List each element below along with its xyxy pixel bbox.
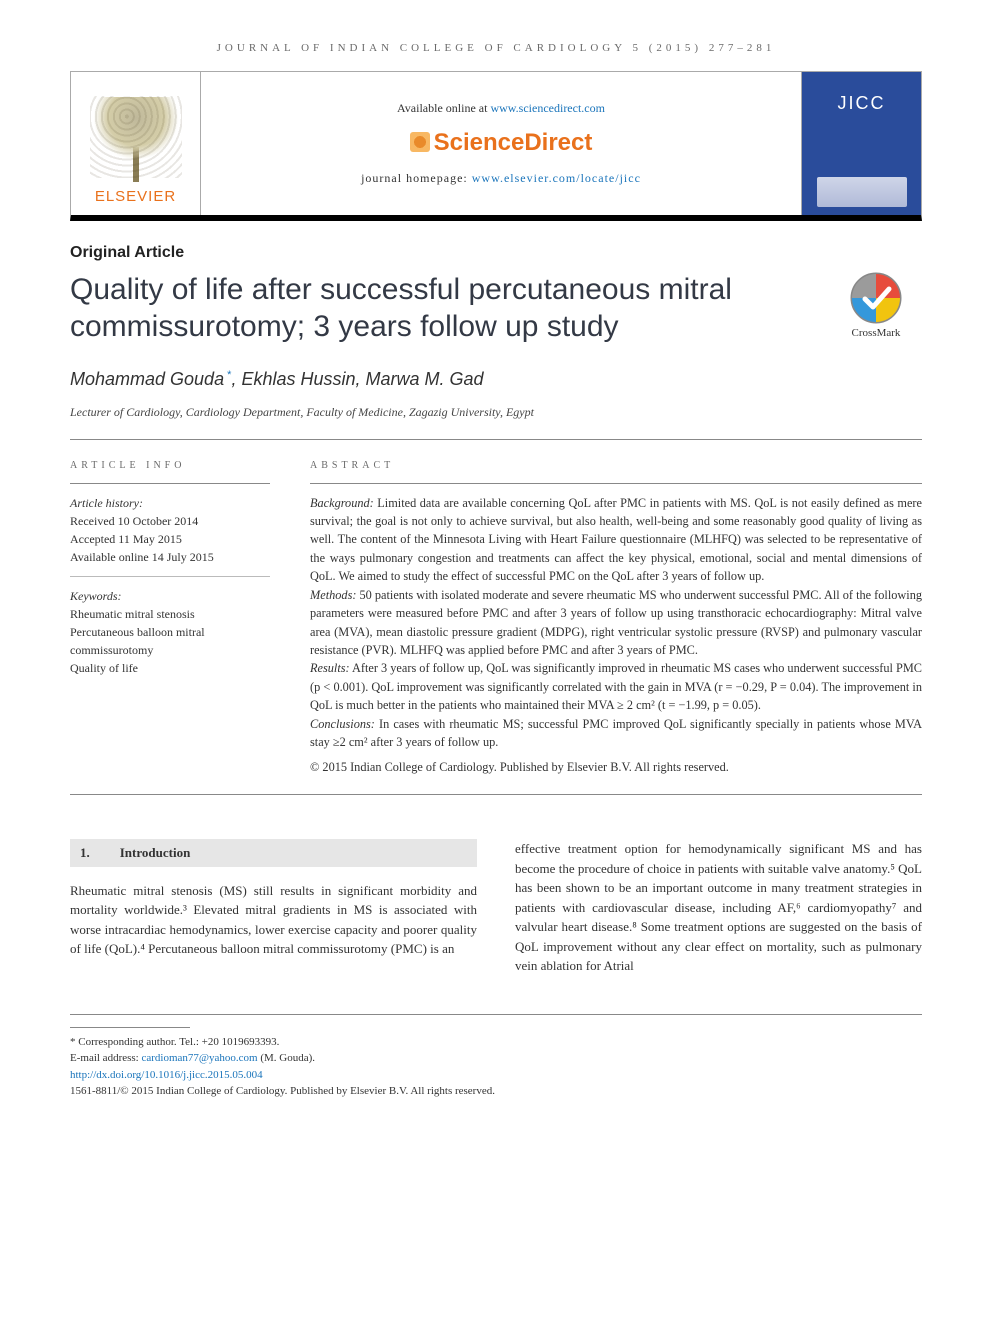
body-paragraph: Rheumatic mitral stenosis (MS) still res… bbox=[70, 881, 477, 959]
section-title: Introduction bbox=[120, 843, 191, 863]
article-history-block: Article history: Received 10 October 201… bbox=[70, 494, 270, 677]
author-1: Mohammad Gouda bbox=[70, 369, 224, 389]
crossmark-icon bbox=[849, 271, 903, 325]
divider bbox=[310, 483, 922, 484]
journal-cover-thumb: JICC bbox=[801, 72, 921, 215]
crossmark-button[interactable]: CrossMark bbox=[830, 271, 922, 342]
article-type: Original Article bbox=[70, 241, 922, 265]
keyword-item: Rheumatic mitral stenosis bbox=[70, 605, 270, 623]
sciencedirect-url-link[interactable]: www.sciencedirect.com bbox=[490, 101, 605, 115]
divider bbox=[70, 794, 922, 795]
abs-methods-label: Methods: bbox=[310, 588, 356, 602]
corresponding-email-link[interactable]: cardioman77@yahoo.com bbox=[141, 1052, 257, 1064]
running-head: JOURNAL OF INDIAN COLLEGE OF CARDIOLOGY … bbox=[70, 40, 922, 57]
masthead: ELSEVIER Available online at www.science… bbox=[70, 71, 922, 221]
abs-background-label: Background: bbox=[310, 496, 374, 510]
article-title: Quality of life after successful percuta… bbox=[70, 271, 810, 346]
divider bbox=[70, 439, 922, 440]
abs-results-label: Results: bbox=[310, 661, 350, 675]
abs-results-text: After 3 years of follow up, QoL was sign… bbox=[310, 661, 922, 712]
homepage-prefix: journal homepage: bbox=[361, 171, 472, 185]
affiliation: Lecturer of Cardiology, Cardiology Depar… bbox=[70, 403, 922, 421]
abs-conclusions-text: In cases with rheumatic MS; successful P… bbox=[310, 717, 922, 749]
body-paragraph: effective treatment option for hemodynam… bbox=[515, 839, 922, 976]
journal-homepage-line: journal homepage: www.elsevier.com/locat… bbox=[361, 169, 641, 187]
journal-cover-acronym: JICC bbox=[838, 90, 886, 117]
author-sep: , bbox=[231, 369, 241, 389]
corresponding-author-tel: Tel.: +20 1019693393. bbox=[177, 1036, 280, 1048]
article-info-heading: ARTICLE INFO bbox=[70, 458, 270, 473]
issn-copyright-line: 1561-8811/© 2015 Indian College of Cardi… bbox=[70, 1083, 922, 1100]
section-number: 1. bbox=[80, 843, 90, 863]
abstract-body: Background: Limited data are available c… bbox=[310, 494, 922, 777]
authors-line: Mohammad Gouda *, Ekhlas Hussin, Marwa M… bbox=[70, 366, 922, 393]
email-label: E-mail address: bbox=[70, 1052, 141, 1064]
keyword-item: Quality of life bbox=[70, 659, 270, 677]
accepted-date: Accepted 11 May 2015 bbox=[70, 530, 270, 548]
author-sep: , bbox=[356, 369, 366, 389]
email-attribution: (M. Gouda). bbox=[258, 1052, 315, 1064]
abstract-copyright: © 2015 Indian College of Cardiology. Pub… bbox=[310, 758, 922, 776]
sciencedirect-wordmark: ScienceDirect bbox=[434, 129, 593, 156]
section-heading: 1. Introduction bbox=[70, 839, 477, 867]
sciencedirect-logo[interactable]: ScienceDirect bbox=[410, 125, 593, 161]
footnote-block: * Corresponding author. Tel.: +20 101969… bbox=[70, 1014, 922, 1100]
abs-conclusions-label: Conclusions: bbox=[310, 717, 375, 731]
available-prefix: Available online at bbox=[397, 101, 490, 115]
masthead-center: Available online at www.sciencedirect.co… bbox=[201, 72, 801, 215]
publisher-logo-block: ELSEVIER bbox=[71, 72, 201, 215]
abs-methods-text: 50 patients with isolated moderate and s… bbox=[310, 588, 922, 657]
doi-link[interactable]: http://dx.doi.org/10.1016/j.jicc.2015.05… bbox=[70, 1069, 263, 1081]
abstract-heading: ABSTRACT bbox=[310, 458, 922, 473]
corresponding-author-label: * Corresponding author. bbox=[70, 1036, 177, 1048]
author-2: Ekhlas Hussin bbox=[241, 369, 355, 389]
received-date: Received 10 October 2014 bbox=[70, 512, 270, 530]
keyword-item: Percutaneous balloon mitral commissuroto… bbox=[70, 623, 270, 659]
abs-background-text: Limited data are available concerning Qo… bbox=[310, 496, 922, 584]
publisher-name: ELSEVIER bbox=[95, 186, 176, 209]
journal-homepage-link[interactable]: www.elsevier.com/locate/jicc bbox=[472, 171, 641, 185]
journal-cover-art-icon bbox=[817, 177, 907, 207]
crossmark-label: CrossMark bbox=[852, 325, 901, 342]
author-3: Marwa M. Gad bbox=[366, 369, 484, 389]
sciencedirect-mark-icon bbox=[410, 132, 430, 152]
history-label: Article history: bbox=[70, 494, 270, 512]
online-date: Available online 14 July 2015 bbox=[70, 548, 270, 566]
elsevier-tree-icon bbox=[86, 92, 186, 182]
available-online-line: Available online at www.sciencedirect.co… bbox=[397, 99, 605, 117]
divider bbox=[70, 483, 270, 484]
keywords-label: Keywords: bbox=[70, 587, 270, 605]
